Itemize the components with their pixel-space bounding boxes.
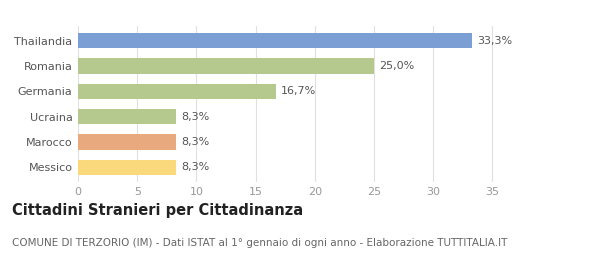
Bar — [78, 58, 374, 74]
Text: 8,3%: 8,3% — [181, 137, 209, 147]
Text: 8,3%: 8,3% — [181, 112, 209, 122]
Text: 33,3%: 33,3% — [477, 36, 512, 46]
Text: Cittadini Stranieri per Cittadinanza: Cittadini Stranieri per Cittadinanza — [12, 203, 303, 218]
Bar — [78, 33, 472, 48]
Text: COMUNE DI TERZORIO (IM) - Dati ISTAT al 1° gennaio di ogni anno - Elaborazione T: COMUNE DI TERZORIO (IM) - Dati ISTAT al … — [12, 238, 508, 248]
Bar — [78, 84, 275, 99]
Bar — [78, 134, 176, 150]
Bar — [78, 160, 176, 175]
Text: 25,0%: 25,0% — [379, 61, 414, 71]
Text: 16,7%: 16,7% — [280, 86, 316, 96]
Bar — [78, 109, 176, 124]
Text: 8,3%: 8,3% — [181, 162, 209, 172]
